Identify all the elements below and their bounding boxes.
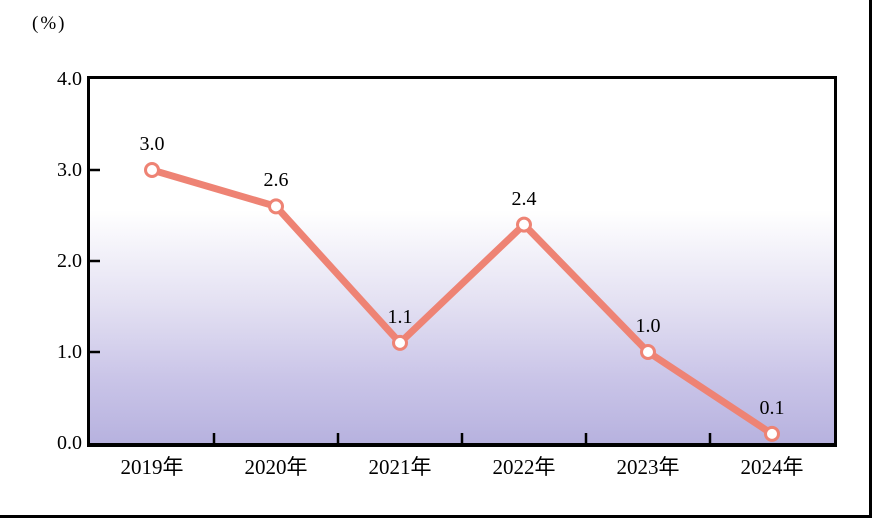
x-axis-label: 2024年: [740, 455, 804, 479]
plot-area: [87, 76, 837, 447]
x-axis-label: 2022年: [492, 455, 556, 479]
y-axis-label: 1.0: [57, 341, 82, 363]
x-axis-label: 2023年: [616, 455, 680, 479]
y-axis-unit-label: (%): [32, 13, 67, 34]
y-axis-label: 2.0: [57, 250, 82, 272]
y-axis-label: 4.0: [57, 68, 82, 90]
value-label: 1.1: [387, 305, 413, 328]
value-label: 1.0: [635, 315, 661, 337]
x-axis-label: 2020年: [244, 455, 308, 479]
value-label: 2.6: [263, 169, 289, 192]
value-label: 3.0: [139, 133, 165, 155]
x-axis-label: 2019年: [120, 455, 184, 479]
value-label: 0.1: [759, 396, 785, 419]
x-axis-label: 2021年: [368, 455, 432, 479]
y-axis-label: 3.0: [57, 159, 82, 181]
y-axis-label: 0.0: [57, 432, 82, 454]
value-label: 2.4: [511, 187, 537, 210]
